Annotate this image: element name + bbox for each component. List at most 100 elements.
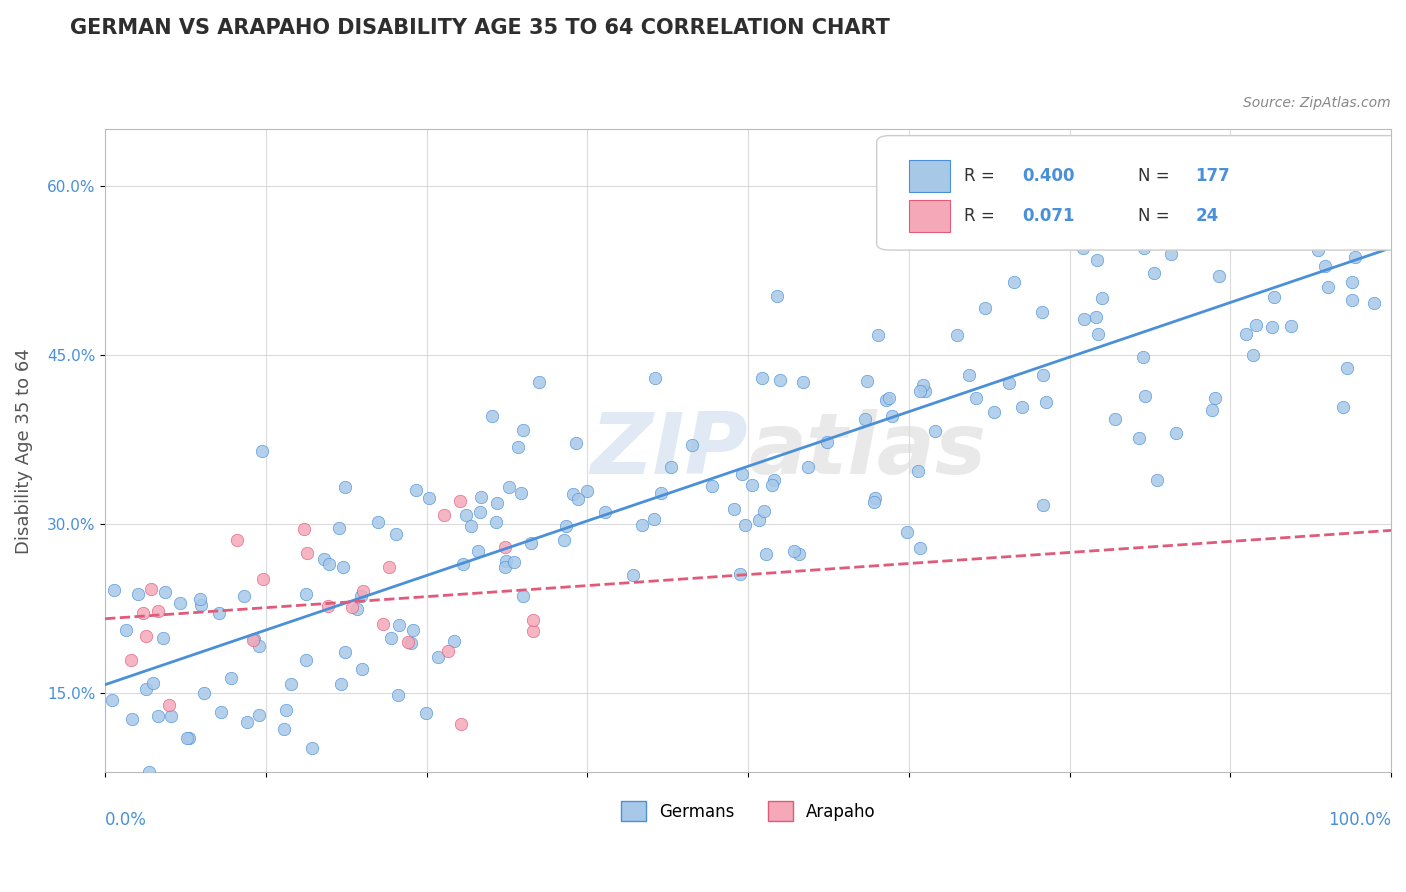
Point <box>1302 198 1324 212</box>
Point <box>318 557 340 571</box>
Point <box>621 568 644 582</box>
Point <box>418 491 440 505</box>
Point <box>761 478 783 492</box>
Point <box>250 444 273 458</box>
Point <box>1032 498 1054 512</box>
Point <box>276 703 298 717</box>
Point <box>1143 267 1166 281</box>
Point <box>460 519 482 533</box>
Point <box>1234 327 1257 342</box>
Point <box>877 391 900 405</box>
Point <box>226 533 249 548</box>
Point <box>1306 243 1329 257</box>
Point <box>495 554 517 568</box>
Point <box>1125 235 1147 250</box>
Point <box>121 712 143 726</box>
Point <box>529 375 551 389</box>
Point <box>280 677 302 691</box>
Text: N =: N = <box>1137 207 1174 225</box>
Point <box>470 490 492 504</box>
Point <box>783 544 806 558</box>
Point <box>159 698 181 713</box>
FancyBboxPatch shape <box>908 160 950 192</box>
Point <box>863 494 886 508</box>
Point <box>1289 210 1312 224</box>
Point <box>1316 280 1339 294</box>
Point <box>1031 368 1053 382</box>
Point <box>561 486 583 500</box>
Point <box>1073 241 1095 255</box>
Point <box>681 438 703 452</box>
Point <box>380 631 402 645</box>
Point <box>908 384 931 399</box>
Point <box>329 677 352 691</box>
Point <box>769 373 792 387</box>
Point <box>957 368 980 382</box>
Point <box>1133 241 1156 255</box>
Point <box>190 599 212 613</box>
Point <box>1031 305 1053 319</box>
Point <box>565 436 588 450</box>
Point <box>1263 290 1285 304</box>
Point <box>1073 311 1095 326</box>
Text: R =: R = <box>965 167 1000 186</box>
Point <box>1164 425 1187 440</box>
Point <box>1362 296 1385 310</box>
Point <box>456 508 478 522</box>
Point <box>1341 293 1364 307</box>
Point <box>450 493 472 508</box>
Point <box>553 533 575 547</box>
Point <box>294 587 316 601</box>
Point <box>219 671 242 685</box>
Point <box>723 502 745 516</box>
Point <box>1331 401 1354 415</box>
Point <box>333 645 356 659</box>
Point <box>1004 194 1026 209</box>
Point <box>863 491 886 506</box>
Point <box>402 623 425 637</box>
Text: atlas: atlas <box>748 409 986 492</box>
Point <box>522 624 544 639</box>
Point <box>433 508 456 522</box>
Point <box>242 633 264 648</box>
Point <box>115 623 138 637</box>
Point <box>522 613 544 627</box>
Point <box>965 391 987 405</box>
Point <box>481 409 503 423</box>
Point <box>450 716 472 731</box>
Point <box>385 526 408 541</box>
Point <box>494 540 516 554</box>
Point <box>135 629 157 643</box>
Point <box>127 587 149 601</box>
Point <box>1341 275 1364 289</box>
Point <box>853 412 876 426</box>
Point <box>138 765 160 780</box>
Point <box>235 715 257 730</box>
Point <box>1261 224 1284 238</box>
Point <box>426 650 449 665</box>
Point <box>494 560 516 574</box>
Point <box>1204 392 1226 406</box>
Point <box>974 301 997 316</box>
Point <box>1132 351 1154 365</box>
Point <box>139 582 162 596</box>
Y-axis label: Disability Age 35 to 64: Disability Age 35 to 64 <box>15 348 32 554</box>
Point <box>1246 158 1268 172</box>
Point <box>1002 275 1025 289</box>
Point <box>766 289 789 303</box>
Point <box>208 606 231 620</box>
Point <box>135 682 157 697</box>
Point <box>1279 318 1302 333</box>
Point <box>506 440 529 454</box>
Point <box>792 376 814 390</box>
Point <box>153 584 176 599</box>
Point <box>1261 320 1284 334</box>
Point <box>731 467 754 482</box>
Point <box>748 513 770 527</box>
Point <box>702 478 724 492</box>
Point <box>519 536 541 550</box>
Point <box>314 552 336 566</box>
Point <box>388 618 411 632</box>
Point <box>437 643 460 657</box>
Text: R =: R = <box>965 207 1000 225</box>
